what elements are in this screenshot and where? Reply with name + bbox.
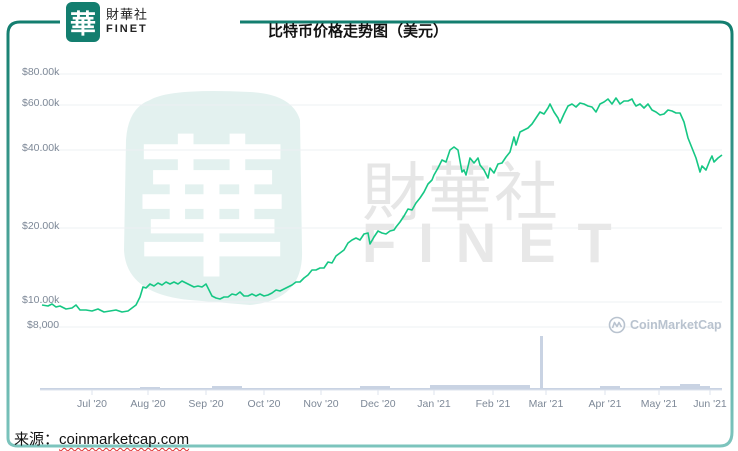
x-tick-label: Jun '21	[693, 398, 727, 410]
source-link[interactable]: coinmarketcap.com	[59, 431, 190, 448]
x-tick-label: Jul '20	[76, 398, 108, 410]
x-tick-label: Aug '20	[130, 398, 166, 410]
finet-en-watermark: FINET	[362, 211, 634, 274]
x-tick-label: Apr '21	[588, 398, 622, 410]
finet-cn-watermark: 財華社	[362, 157, 560, 231]
price-line	[41, 97, 723, 313]
y-tick-label: $80.00k	[22, 66, 60, 78]
finet-logo-watermark: 華	[124, 91, 303, 305]
finet-logo-icon: 華	[66, 2, 100, 42]
x-tick-label: Oct '20	[247, 398, 281, 410]
coinmarketcap-watermark-text: CoinMarketCap	[630, 318, 722, 332]
gridlines	[40, 73, 722, 328]
y-tick-label: $40.00k	[22, 142, 60, 154]
x-tick-label: Sep '20	[188, 398, 224, 410]
coinmarketcap-icon	[608, 316, 626, 334]
coinmarketcap-watermark: CoinMarketCap	[608, 316, 722, 334]
x-tick-label: Feb '21	[475, 398, 511, 410]
volume-bars	[40, 336, 722, 390]
finet-logo: 華 財華社 FINET	[62, 2, 155, 42]
chart-title: 比特币价格走势图（美元）	[268, 22, 449, 40]
source-caption: 来源：coinmarketcap.com	[14, 428, 189, 449]
y-tick-label: $10.00k	[22, 294, 60, 306]
x-tick-label: May '21	[640, 398, 678, 410]
x-tick-label: Dec '20	[360, 398, 396, 410]
y-tick-label: $8,000	[27, 319, 60, 331]
x-ticks	[91, 390, 711, 395]
x-tick-label: Nov '20	[303, 398, 339, 410]
y-tick-label: $60.00k	[22, 97, 60, 109]
x-tick-label: Jan '21	[417, 398, 451, 410]
logo-cn-text: 財華社	[106, 8, 149, 23]
svg-text:華: 華	[137, 122, 287, 298]
logo-en-text: FINET	[106, 23, 148, 35]
y-tick-label: $20.00k	[22, 220, 60, 232]
source-label: 来源：	[14, 430, 60, 448]
x-tick-label: Mar '21	[528, 398, 564, 410]
